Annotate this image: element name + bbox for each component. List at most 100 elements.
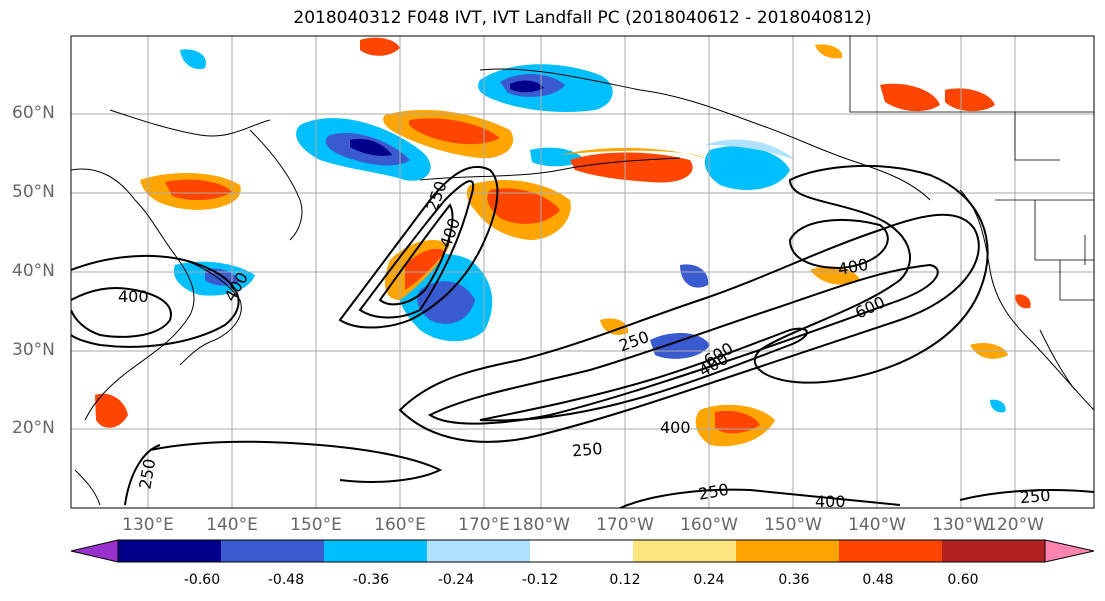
contour-west-400 bbox=[71, 287, 172, 338]
positive-patch-small-5 bbox=[1015, 294, 1031, 309]
contour-label-layer: 250 400 400 250 400 600 400 250 400 250 … bbox=[118, 178, 1051, 524]
coast-asia bbox=[71, 168, 195, 421]
contour-jet-outer bbox=[398, 213, 980, 443]
contour-plume-mid bbox=[378, 203, 454, 306]
coast-kamchatka bbox=[249, 129, 303, 241]
colorbar-segment bbox=[736, 540, 840, 562]
contour-west-250 bbox=[71, 254, 240, 348]
contour-label: 250 bbox=[460, 505, 491, 524]
lon-label-140w: 140°W bbox=[848, 515, 906, 535]
coast-aleutians bbox=[419, 157, 681, 181]
colorbar-segment bbox=[530, 540, 634, 562]
negative-patch-small-3 bbox=[990, 399, 1006, 413]
positive-patch-kamchatka bbox=[360, 37, 400, 56]
colorbar-segments bbox=[70, 539, 1095, 563]
positive-patch-canada bbox=[880, 83, 940, 112]
contour-loop-east-outer bbox=[753, 164, 989, 384]
colorbar-tick-label: -0.48 bbox=[267, 572, 305, 588]
lat-label-20n: 20°N bbox=[12, 418, 55, 438]
ivt-map: 250 400 400 250 400 600 400 250 400 250 … bbox=[70, 35, 1095, 524]
positive-patch-asia-core bbox=[165, 179, 232, 201]
positive-patch-bering-core bbox=[408, 118, 500, 145]
contour-plume-outer bbox=[338, 165, 499, 329]
lon-label-180w: 180°W bbox=[512, 515, 570, 535]
coast-japan bbox=[179, 259, 242, 366]
contour-label: 400 bbox=[660, 418, 691, 437]
colorbar-tick-label: -0.24 bbox=[437, 572, 475, 588]
negative-patch-gulf bbox=[704, 146, 790, 190]
contour-loop-east bbox=[788, 219, 889, 270]
negative-patch-alaska-deep bbox=[510, 80, 544, 93]
positive-patch-small-4 bbox=[815, 44, 843, 59]
colorbar-frame bbox=[117, 539, 1046, 563]
contour-jet-mid bbox=[427, 263, 939, 425]
colorbar-extension-low bbox=[70, 539, 119, 563]
contour-plume-west bbox=[358, 180, 475, 319]
colorbar-extension-high bbox=[1044, 539, 1095, 563]
political-boundaries bbox=[849, 36, 1094, 301]
negative-patch-small-1 bbox=[680, 264, 709, 288]
positive-patch-canada-2 bbox=[945, 88, 995, 112]
contour-label: 250 bbox=[1019, 486, 1051, 508]
lon-label-130w: 130°W bbox=[932, 515, 990, 535]
colorbar-segment bbox=[942, 540, 1046, 562]
positive-patch-alaska-orange bbox=[560, 147, 705, 158]
negative-patch-gulf-light bbox=[705, 139, 795, 160]
negative-patch-bering-deep bbox=[350, 139, 392, 156]
contour-south-400 bbox=[619, 488, 901, 508]
colorbar-tick-label: 0.24 bbox=[693, 572, 725, 588]
graticule bbox=[71, 36, 1094, 508]
positive-patch-subtropic-1 bbox=[600, 318, 629, 335]
positive-patch-hawaii-core bbox=[715, 410, 760, 434]
colorbar-tick-label: 0.36 bbox=[778, 572, 810, 588]
colorbar-segment bbox=[118, 540, 222, 562]
border-alaska-canada bbox=[849, 36, 1094, 113]
contour-south-250 bbox=[149, 440, 443, 483]
lat-label-30n: 30°N bbox=[12, 340, 55, 360]
colorbar-segment bbox=[324, 540, 428, 562]
border-states-3 bbox=[1059, 260, 1094, 301]
colorbar-segment bbox=[221, 540, 325, 562]
colorbar-segment bbox=[427, 540, 531, 562]
positive-patch-west-pacific bbox=[95, 393, 128, 428]
colorbar-tick-label: -0.12 bbox=[521, 572, 559, 588]
colorbar-tick-label: 0.12 bbox=[609, 572, 641, 588]
lon-label-120w: 120°W bbox=[986, 515, 1044, 535]
contour-south-left bbox=[124, 444, 161, 506]
ivt-contours bbox=[71, 164, 1094, 508]
negative-patch-subtropics bbox=[650, 333, 710, 359]
lat-label-50n: 50°N bbox=[12, 182, 55, 202]
lat-label-40n: 40°N bbox=[12, 261, 55, 281]
colorbar-segment bbox=[633, 540, 737, 562]
colorbar-tick-label: 0.60 bbox=[947, 572, 979, 588]
coast-philippines bbox=[74, 469, 101, 506]
positive-patch-mid bbox=[810, 266, 860, 285]
lon-label-170w: 170°W bbox=[596, 515, 654, 535]
contour-label: 400 bbox=[815, 492, 846, 511]
shading-layer bbox=[95, 37, 1031, 447]
lon-label-150e: 150°E bbox=[290, 515, 342, 535]
colorbar-tick-label: -0.36 bbox=[352, 572, 390, 588]
positive-patch-plume-core bbox=[405, 248, 445, 290]
lon-label-130e: 130°E bbox=[122, 515, 174, 535]
lon-label-140e: 140°E bbox=[206, 515, 258, 535]
border-states-2 bbox=[1034, 200, 1094, 261]
colorbar-tick-label: 0.48 bbox=[862, 572, 894, 588]
contour-label: 400 bbox=[118, 287, 149, 306]
lon-label-160e: 160°E bbox=[374, 515, 426, 535]
map-title: 2018040312 F048 IVT, IVT Landfall PC (20… bbox=[293, 8, 872, 28]
lon-label-160w: 160°W bbox=[680, 515, 738, 535]
coast-north-america bbox=[959, 189, 1094, 411]
coast-baja bbox=[1039, 329, 1076, 391]
negative-patch-small-2 bbox=[180, 49, 206, 70]
lon-label-150w: 150°W bbox=[764, 515, 822, 535]
coast-siberia bbox=[109, 109, 271, 137]
border-states-1 bbox=[1014, 112, 1060, 161]
lon-label-170e: 170°E bbox=[458, 515, 510, 535]
map-frame bbox=[70, 35, 1095, 509]
lat-label-60n: 60°N bbox=[12, 103, 55, 123]
positive-patch-central-core bbox=[487, 188, 560, 224]
colorbar-tick-label: -0.60 bbox=[183, 572, 221, 588]
contour-label: 250 bbox=[571, 439, 603, 461]
positive-patch-alaska-red bbox=[570, 152, 693, 183]
